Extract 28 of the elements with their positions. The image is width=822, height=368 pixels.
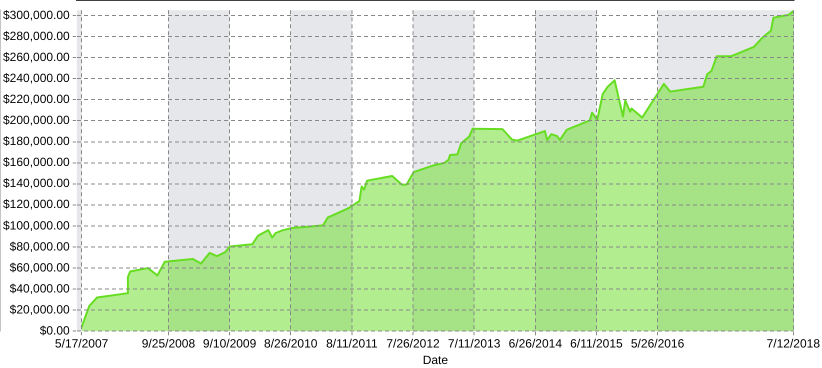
x-tick-label: 7/11/2013 [448,336,501,351]
x-tick-label: 8/11/2011 [326,336,378,351]
y-tick-label: $220,000.00 [3,92,70,106]
y-tick-label: $160,000.00 [3,155,70,170]
x-tick-label: 5/17/2007 [54,336,109,351]
x-tick-label: 9/10/2009 [202,336,257,351]
y-tick-label: $240,000.00 [3,70,70,85]
x-tick-label: 9/25/2008 [142,336,196,351]
x-tick-label: 5/26/2016 [630,336,685,351]
x-tick-label: 7/12/2018 [766,336,820,351]
y-tick-label: $280,000.00 [3,28,70,43]
y-tick-label: $180,000.00 [3,134,70,148]
y-tick-label: $80,000.00 [10,239,70,254]
x-tick-label: 6/11/2015 [570,336,623,351]
x-tick-label: 7/26/2012 [386,336,440,351]
y-tick-label: $100,000.00 [3,218,70,232]
y-tick-label: $260,000.00 [3,50,70,64]
y-tick-label: $40,000.00 [10,281,70,296]
x-axis-title: Date [422,353,448,368]
y-tick-label: $200,000.00 [3,113,70,128]
y-tick-label: $60,000.00 [10,260,70,274]
y-tick-label: $0.00 [40,324,70,338]
y-tick-label: $140,000.00 [3,176,70,190]
x-tick-label: 6/26/2014 [508,336,562,351]
y-tick-label: $20,000.00 [10,302,70,316]
y-tick-label: $120,000.00 [3,197,70,212]
x-tick-label: 8/26/2010 [264,336,318,351]
y-tick-label: $300,000.00 [3,8,70,22]
